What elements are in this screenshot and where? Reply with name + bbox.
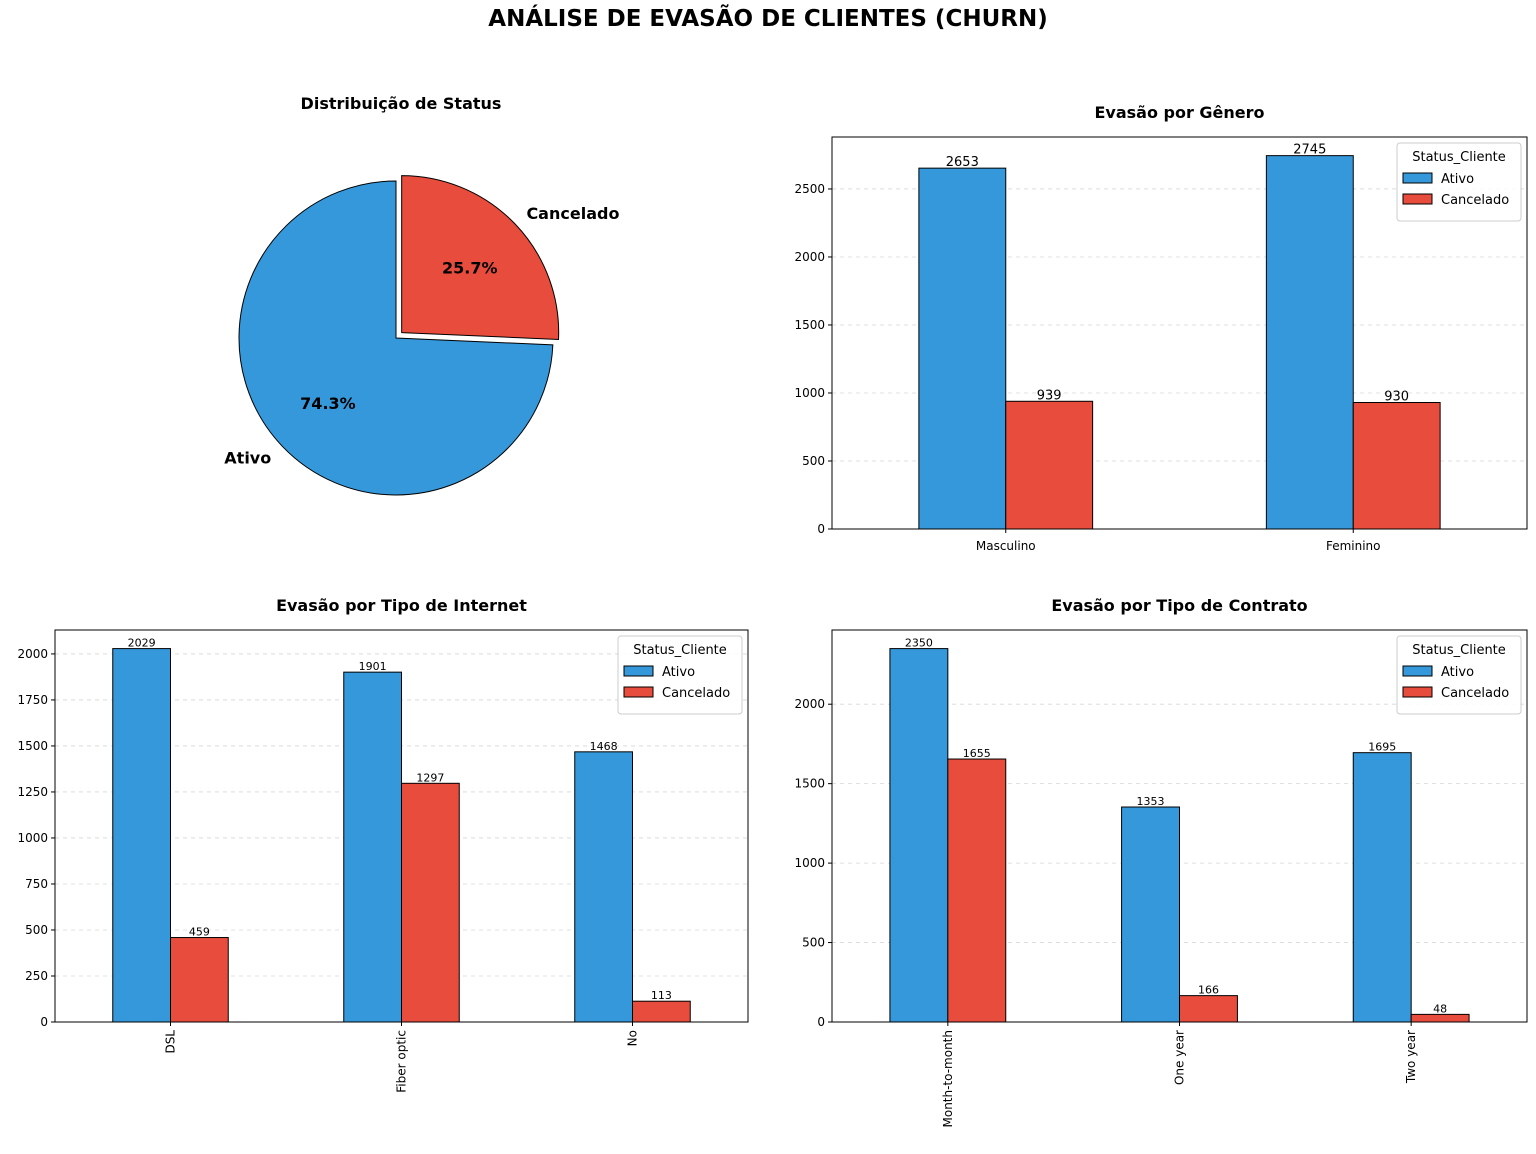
bar-value-label: 939 (1037, 388, 1062, 403)
bar-ativo (918, 167, 1007, 530)
x-tick-label: Two year (1404, 1030, 1418, 1084)
y-tick-label: 500 (802, 936, 825, 950)
bar-value-label: 1655 (963, 747, 991, 760)
y-tick-label: 1000 (17, 831, 48, 845)
bar-cancelado (1410, 1013, 1470, 1023)
bar-ativo (574, 751, 633, 1023)
legend-label: Ativo (662, 665, 695, 680)
legend: Status_Cliente Ativo Cancelado (617, 635, 743, 715)
legend-swatch-cancelado (623, 686, 654, 698)
bar-value-label: 459 (189, 926, 210, 939)
legend-label: Ativo (1441, 172, 1474, 187)
legend-swatch-cancelado (1402, 193, 1433, 205)
bar-ativo (112, 648, 171, 1023)
bar-chart-title: Evasão por Gênero (1094, 103, 1264, 122)
x-tick-label: Month-to-month (941, 1030, 955, 1128)
axes-frame (831, 629, 1528, 1023)
bar-chart-2: Evasão por Tipo de Internet 0 250 500 750 100… (17, 596, 749, 1093)
legend-title: Status_Cliente (1412, 150, 1506, 165)
y-tick-label: 1750 (17, 693, 48, 707)
x-tick-label: Feminino (1326, 539, 1381, 553)
bar-cancelado (1179, 995, 1238, 1023)
legend-label: Ativo (1441, 665, 1474, 680)
y-tick-label: 1250 (17, 785, 48, 799)
pie-pct-label: 74.3% (300, 394, 356, 413)
bar-ativo (1265, 155, 1354, 530)
bar-chart-title: Evasão por Tipo de Internet (276, 596, 527, 615)
legend-swatch-cancelado (1402, 686, 1433, 698)
x-tick-label: No (626, 1030, 640, 1046)
pie-slice-cancelado (401, 175, 560, 340)
bar-cancelado (1352, 402, 1441, 530)
y-tick-label: 2500 (794, 182, 825, 196)
y-tick-label: 750 (25, 877, 48, 891)
y-tick-label: 0 (817, 1015, 825, 1029)
y-tick-label: 1500 (17, 739, 48, 753)
x-tick-label: Masculino (976, 539, 1036, 553)
pie-label: Ativo (224, 448, 271, 467)
bar-ativo (1121, 806, 1181, 1023)
y-tick-label: 500 (25, 923, 48, 937)
bar-cancelado (170, 937, 229, 1023)
main-title: ANÁLISE DE EVASÃO DE CLIENTES (CHURN) (488, 6, 1048, 32)
x-tick-label: One year (1173, 1030, 1187, 1085)
bar-value-label: 1297 (416, 771, 444, 784)
bar-ativo (343, 671, 402, 1023)
bar-value-label: 2653 (946, 155, 979, 170)
pie-title: Distribuição de Status (301, 94, 502, 113)
pie-chart: Distribuição de Status 74.3% Ativo 25.7% Can… (224, 94, 619, 496)
y-tick-label: 2000 (17, 647, 48, 661)
legend-label: Cancelado (1441, 686, 1509, 701)
legend-swatch-ativo (623, 665, 654, 677)
bar-value-label: 1901 (359, 660, 387, 673)
bar-chart-1: Evasão por Gênero 0 500 1000 1500 2000 2500 265… (794, 103, 1528, 553)
bar-value-label: 2745 (1293, 143, 1326, 158)
pie-pct-label: 25.7% (442, 258, 498, 277)
legend-title: Status_Cliente (633, 643, 727, 658)
legend-label: Cancelado (662, 686, 730, 701)
x-tick-label: Fiber optic (395, 1030, 409, 1093)
bar-value-label: 2350 (905, 637, 933, 650)
bar-value-label: 113 (651, 989, 672, 1002)
legend-label: Cancelado (1441, 193, 1509, 208)
y-tick-label: 1000 (794, 386, 825, 400)
bar-value-label: 166 (1198, 984, 1219, 997)
legend-title: Status_Cliente (1412, 643, 1506, 658)
y-tick-label: 1500 (794, 318, 825, 332)
y-tick-label: 0 (817, 522, 825, 536)
bar-value-label: 2029 (128, 637, 156, 650)
bar-value-label: 930 (1384, 390, 1409, 405)
legend-swatch-ativo (1402, 665, 1433, 677)
y-tick-label: 0 (40, 1015, 48, 1029)
axes-frame (831, 136, 1528, 530)
bar-cancelado (401, 782, 460, 1023)
pie-label: Cancelado (526, 204, 619, 223)
x-tick-label: DSL (164, 1030, 178, 1054)
pie-slice-ativo (238, 180, 554, 496)
bar-value-label: 1353 (1137, 795, 1165, 808)
y-tick-label: 1500 (794, 777, 825, 791)
bar-value-label: 48 (1433, 1002, 1447, 1015)
legend-swatch-ativo (1402, 172, 1433, 184)
bar-value-label: 1695 (1368, 741, 1396, 754)
y-tick-label: 2000 (794, 250, 825, 264)
bar-ativo (1352, 752, 1412, 1023)
y-tick-label: 250 (25, 969, 48, 983)
bar-value-label: 1468 (590, 740, 618, 753)
legend: Status_Cliente Ativo Cancelado (1396, 142, 1522, 222)
legend: Status_Cliente Ativo Cancelado (1396, 635, 1522, 715)
bar-cancelado (947, 758, 1007, 1023)
bar-chart-title: Evasão por Tipo de Contrato (1051, 596, 1307, 615)
y-tick-label: 2000 (794, 697, 825, 711)
bar-cancelado (1005, 400, 1094, 530)
bar-ativo (889, 648, 949, 1023)
bar-chart-3: Evasão por Tipo de Contrato 0 500 1000 1500 2… (794, 596, 1528, 1128)
y-tick-label: 500 (802, 454, 825, 468)
bar-cancelado (632, 1000, 691, 1023)
axes-frame (54, 629, 749, 1023)
y-tick-label: 1000 (794, 856, 825, 870)
